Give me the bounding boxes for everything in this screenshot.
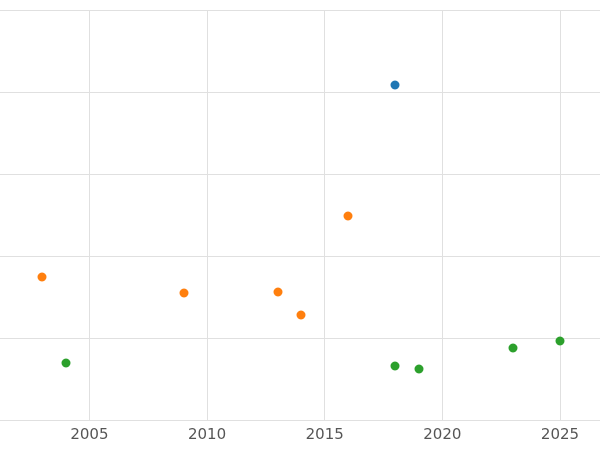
- plot-area: [0, 9, 600, 421]
- data-point-series-orange: [179, 288, 189, 298]
- data-point-series-orange: [273, 287, 283, 297]
- data-point-series-orange: [343, 211, 353, 221]
- data-point-series-blue: [390, 80, 400, 90]
- x-tick-label: 2010: [187, 425, 227, 443]
- horizontal-gridline: [0, 173, 600, 175]
- horizontal-gridline: [0, 419, 600, 421]
- data-point-series-orange: [37, 272, 47, 282]
- horizontal-gridline: [0, 9, 600, 11]
- data-point-series-green: [555, 336, 565, 346]
- vertical-gridline: [88, 10, 90, 420]
- horizontal-gridline: [0, 91, 600, 93]
- x-tick-label: 2020: [423, 425, 462, 443]
- data-point-series-green: [390, 361, 400, 371]
- horizontal-gridline: [0, 337, 600, 339]
- vertical-gridline: [559, 10, 561, 420]
- horizontal-gridline: [0, 255, 600, 257]
- x-tick-label: 2015: [305, 425, 344, 443]
- data-point-series-orange: [296, 310, 306, 320]
- x-tick-label: 2025: [540, 425, 580, 443]
- data-point-series-green: [508, 343, 518, 353]
- x-axis: 2005 2010 2015 2020 2025: [0, 422, 600, 450]
- x-tick-label: 2005: [70, 425, 109, 443]
- vertical-gridline: [324, 10, 326, 420]
- data-point-series-green: [61, 358, 71, 368]
- data-point-series-green: [414, 364, 424, 374]
- vertical-gridline: [206, 10, 208, 420]
- vertical-gridline: [441, 10, 443, 420]
